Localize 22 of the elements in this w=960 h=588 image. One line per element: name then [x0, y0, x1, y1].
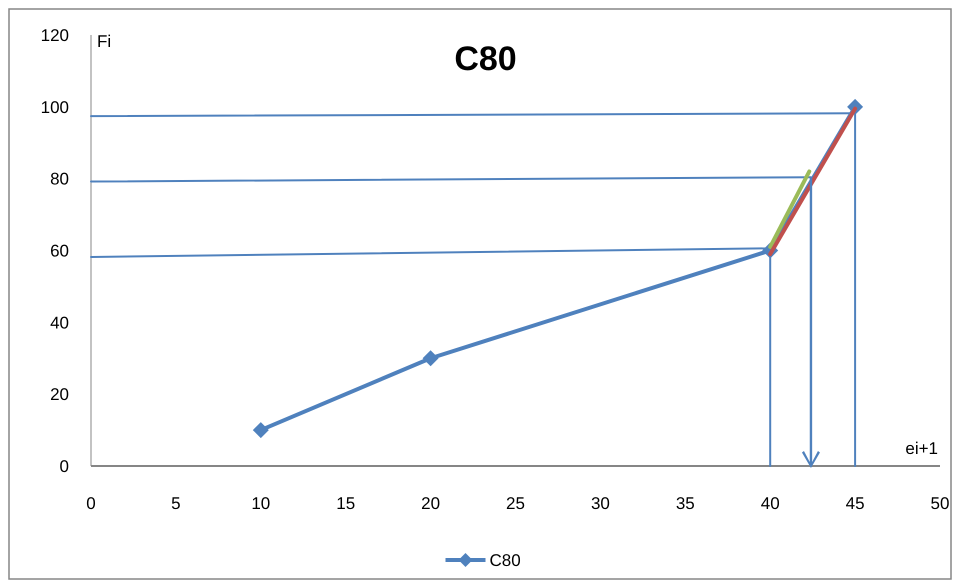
x-tick-label: 0	[86, 494, 96, 513]
y-tick-label: 80	[50, 170, 69, 189]
chart-title: C80	[454, 40, 517, 78]
x-tick-label: 5	[171, 494, 181, 513]
y-axis-title: Fi	[97, 32, 112, 51]
x-tick-label: 40	[760, 494, 780, 513]
y-tick-label: 0	[60, 456, 69, 476]
y-tick-label: 100	[40, 98, 69, 117]
x-tick-label: 35	[676, 494, 695, 513]
y-tick-label: 20	[50, 385, 69, 404]
y-tick-label: 60	[50, 241, 69, 260]
y-tick-label: 40	[50, 313, 69, 332]
x-tick-label: 10	[251, 494, 270, 513]
x-tick-label: 15	[336, 494, 356, 513]
legend-label: C80	[490, 550, 521, 570]
x-tick-label: 20	[421, 494, 440, 513]
x-tick-label: 50	[930, 494, 950, 513]
x-tick-label: 45	[846, 494, 865, 513]
x-axis-title: ei+1	[905, 439, 938, 458]
x-tick-label: 25	[506, 494, 525, 513]
y-tick-label: 120	[40, 26, 69, 45]
x-tick-label: 30	[590, 494, 610, 513]
